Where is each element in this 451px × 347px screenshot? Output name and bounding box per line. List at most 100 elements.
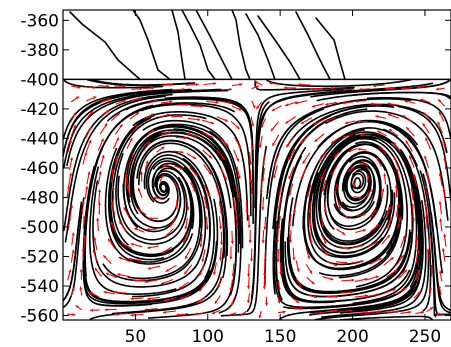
velocity-arrow	[250, 180, 254, 194]
velocity-arrow	[247, 214, 251, 229]
streamline	[209, 130, 242, 314]
streamline	[302, 177, 400, 270]
velocity-arrow	[305, 264, 313, 274]
streamline	[63, 88, 192, 157]
velocity-arrow	[75, 304, 82, 311]
velocity-arrow	[320, 247, 329, 256]
velocity-arrow	[206, 100, 219, 104]
velocity-arrow	[158, 113, 170, 118]
streamline	[257, 15, 301, 81]
streamline	[117, 170, 186, 241]
velocity-arrow	[408, 155, 415, 168]
velocity-arrow	[68, 172, 72, 186]
velocity-arrow	[245, 200, 249, 214]
velocity-arrow	[299, 134, 310, 145]
velocity-arrow	[85, 86, 96, 90]
velocity-arrow	[320, 169, 327, 181]
streamline	[349, 91, 451, 100]
velocity-arrow	[422, 111, 432, 121]
velocity-arrow	[214, 295, 221, 305]
streamline	[63, 80, 164, 89]
velocity-arrow	[247, 293, 251, 304]
velocity-arrow	[354, 294, 368, 298]
velocity-arrow	[429, 286, 432, 297]
velocity-arrow	[160, 163, 169, 169]
velocity-arrow	[68, 157, 73, 171]
streamline	[281, 147, 336, 304]
velocity-arrow	[288, 166, 295, 180]
y-axis: -360 -380 -400 -420 -440 -460 -480 -500 -520 -540…	[20, 11, 451, 327]
velocity-arrow	[347, 148, 358, 153]
velocity-arrow	[165, 228, 174, 237]
streamline	[250, 101, 270, 299]
velocity-arrow	[263, 263, 267, 277]
velocity-arrow	[249, 151, 253, 165]
streamline	[132, 111, 249, 221]
velocity-arrow	[70, 287, 75, 297]
streamline	[127, 160, 201, 280]
velocity-arrow	[424, 215, 428, 229]
velocity-arrow	[220, 87, 232, 91]
streamline	[127, 129, 236, 203]
velocity-arrow	[117, 273, 130, 278]
streamline	[318, 136, 388, 246]
velocity-arrow	[400, 310, 412, 314]
velocity-arrow	[67, 139, 72, 153]
velocity-arrow	[402, 114, 413, 123]
velocity-arrow	[435, 312, 444, 316]
streamline	[397, 105, 451, 202]
velocity-arrow	[217, 276, 222, 289]
velocity-arrow	[172, 87, 186, 91]
velocity-arrow	[411, 203, 415, 217]
velocity-arrow	[415, 250, 420, 264]
velocity-arrow	[288, 183, 294, 197]
velocity-arrow	[171, 114, 184, 118]
streamline	[88, 102, 235, 194]
velocity-arrow	[70, 96, 80, 103]
velocity-arrow	[438, 111, 445, 122]
velocity-arrow	[201, 249, 206, 263]
velocity-arrow	[415, 236, 419, 250]
velocity-arrow	[147, 296, 161, 301]
velocity-arrow	[326, 261, 338, 267]
velocity-arrow	[423, 201, 428, 215]
streamline	[326, 152, 382, 227]
velocity-arrow	[260, 118, 267, 129]
streamline	[231, 10, 251, 81]
velocity-arrow	[353, 195, 362, 200]
y-tick-label: -400	[20, 70, 59, 90]
velocity-arrow	[356, 212, 367, 217]
velocity-arrow	[269, 81, 280, 86]
velocity-arrow	[309, 215, 313, 229]
velocity-arrow	[94, 267, 103, 277]
velocity-arrow	[175, 136, 187, 140]
velocity-arrow	[442, 187, 446, 201]
velocity-arrow	[278, 310, 286, 314]
velocity-arrow	[385, 206, 391, 219]
velocity-arrow	[375, 115, 387, 119]
plot-frame	[62, 9, 451, 321]
velocity-arrow	[261, 230, 265, 244]
streamline	[155, 167, 195, 230]
velocity-arrow	[199, 263, 205, 276]
streamline	[344, 160, 381, 206]
velocity-arrow	[182, 232, 189, 244]
velocity-arrow	[354, 277, 368, 282]
velocity-arrow	[79, 269, 83, 280]
velocity-arrow	[215, 185, 221, 198]
velocity-arrow	[289, 229, 293, 243]
velocity-arrow	[228, 312, 237, 316]
velocity-arrow	[190, 104, 203, 108]
velocity-arrow	[277, 196, 282, 210]
velocity-arrow	[302, 152, 311, 165]
velocity-arrow	[442, 139, 447, 153]
velocity-arrow	[111, 112, 121, 122]
velocity-arrow	[82, 215, 86, 229]
velocity-arrow	[325, 116, 337, 123]
streamline	[111, 114, 207, 246]
velocity-arrow	[438, 172, 443, 186]
velocity-arrow	[250, 248, 253, 262]
streamline	[123, 123, 230, 228]
velocity-arrow	[220, 100, 232, 105]
velocity-arrow	[235, 213, 239, 227]
